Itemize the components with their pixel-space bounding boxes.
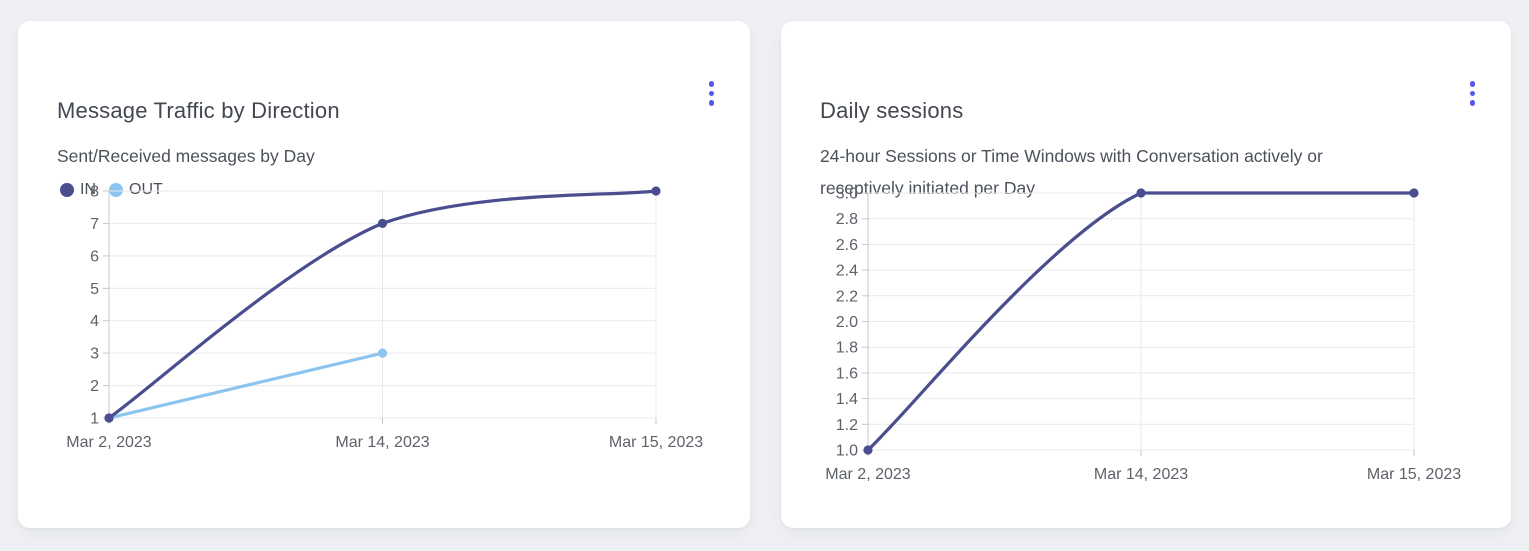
y-tick-label: 1.8 (836, 340, 858, 357)
legend-item-out[interactable]: OUT (109, 181, 163, 199)
y-tick-label: 1.4 (836, 391, 858, 408)
card-title: Message Traffic by Direction (57, 98, 340, 124)
kebab-dot (1469, 81, 1475, 87)
message-traffic-card: Message Traffic by Direction Sent/Receiv… (18, 21, 750, 528)
y-tick-label: 2 (90, 378, 99, 395)
series-line-out (107, 351, 385, 420)
card-header: Daily sessions (820, 79, 1483, 144)
card-header: Message Traffic by Direction (57, 79, 722, 144)
x-tick-label: Mar 15, 2023 (609, 434, 703, 451)
kebab-menu-icon (708, 81, 714, 106)
legend-label-out: OUT (129, 181, 163, 198)
x-tick-label: Mar 2, 2023 (66, 434, 151, 451)
legend-dot-in (60, 183, 74, 197)
data-point-in (104, 413, 114, 423)
kebab-menu-icon (1469, 81, 1475, 106)
x-tick-label: Mar 2, 2023 (825, 466, 910, 483)
kebab-dot (708, 90, 714, 96)
daily-sessions-line-chart: 3.0 2.8 2.6 2.4 2.2 2.0 1.8 1.6 1.4 1.2 1.0 Mar 2, … (825, 186, 1461, 484)
y-tick-label: 1.6 (836, 365, 858, 382)
data-point-daily-sessions (1136, 188, 1146, 198)
y-tick-label: 1 (90, 411, 99, 428)
y-tick-label: 8 (90, 184, 99, 201)
y-tick-label: 2.6 (836, 237, 858, 254)
card-title: Daily sessions (820, 98, 964, 124)
legend-dot-out (109, 183, 123, 197)
kebab-dot (1469, 90, 1475, 96)
legend-item-in[interactable]: IN (60, 181, 96, 199)
y-tick-label: 4 (90, 313, 99, 330)
y-tick-label: 2.8 (836, 211, 858, 228)
y-tick-label: 3 (90, 346, 99, 363)
daily-sessions-card: Daily sessions 24-hour Sessions or Time … (781, 21, 1511, 528)
y-tick-label: 1.0 (836, 443, 858, 460)
y-tick-label: 6 (90, 248, 99, 265)
card-subtitle: Sent/Received messages by Day (57, 146, 315, 166)
y-tick-label: 2.2 (836, 288, 858, 305)
kebab-dot (708, 100, 714, 106)
data-point-daily-sessions (1409, 188, 1419, 198)
x-tick-label: Mar 14, 2023 (1094, 466, 1188, 483)
chart-legend: IN OUT (60, 181, 163, 199)
y-tick-label: 1.2 (836, 417, 858, 434)
y-tick-label: 2.4 (836, 263, 858, 280)
data-point-in (651, 186, 661, 196)
y-tick-label: 5 (90, 281, 99, 298)
x-tick-label: Mar 14, 2023 (335, 434, 429, 451)
y-tick-label: 3.0 (836, 186, 858, 203)
data-point-daily-sessions (863, 445, 873, 455)
card-menu-button[interactable] (1462, 77, 1484, 110)
kebab-dot (1469, 100, 1475, 106)
y-tick-label: 2.0 (836, 314, 858, 331)
data-point-out (377, 348, 388, 358)
data-point-in (377, 218, 388, 228)
message-traffic-line-chart: 8 7 6 5 4 3 2 1 Mar 2, 2023 Mar 14, 2023 Mar 15, 2… (66, 184, 703, 452)
legend-label-in: IN (80, 181, 96, 198)
x-tick-label: Mar 15, 2023 (1367, 466, 1461, 483)
y-tick-label: 7 (90, 216, 99, 233)
card-menu-button[interactable] (701, 77, 723, 110)
series-line-daily-sessions (866, 191, 1416, 452)
kebab-dot (708, 81, 714, 87)
